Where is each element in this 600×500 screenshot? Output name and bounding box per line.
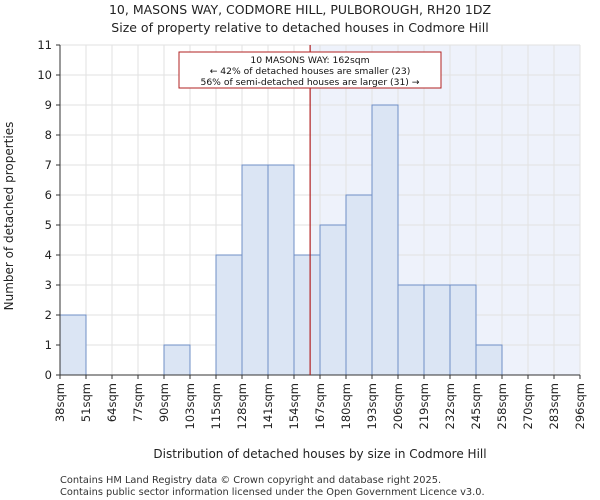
x-tick-label: 219sqm xyxy=(417,383,431,429)
y-tick-label: 2 xyxy=(45,308,52,322)
x-tick-label: 77sqm xyxy=(131,383,145,422)
x-tick-label: 258sqm xyxy=(495,383,509,429)
x-tick-label: 167sqm xyxy=(313,383,327,429)
x-tick-label: 296sqm xyxy=(573,383,587,429)
y-tick-label: 5 xyxy=(45,218,52,232)
y-tick-label: 4 xyxy=(45,248,52,262)
x-tick-label: 270sqm xyxy=(521,383,535,429)
y-tick-label: 8 xyxy=(45,128,52,142)
x-tick-label: 180sqm xyxy=(339,383,353,429)
annotation-title: 10 MASONS WAY: 162sqm xyxy=(250,55,369,66)
x-tick-label: 154sqm xyxy=(287,383,301,429)
x-tick-label: 128sqm xyxy=(235,383,249,429)
x-tick-label: 283sqm xyxy=(547,383,561,429)
y-tick-label: 11 xyxy=(37,38,52,52)
footer-licence: Contains public sector information licen… xyxy=(60,487,485,498)
annotation-larger: 56% of semi-detached houses are larger (… xyxy=(200,77,419,88)
y-tick-label: 7 xyxy=(45,158,52,172)
chart-title: 10, MASONS WAY, CODMORE HILL, PULBOROUGH… xyxy=(109,2,491,17)
histogram-bar xyxy=(423,284,451,376)
chart-subtitle: Size of property relative to detached ho… xyxy=(111,20,488,35)
y-tick-label: 1 xyxy=(45,338,52,352)
y-tick-label: 3 xyxy=(45,278,52,292)
footer-copyright: Contains HM Land Registry data © Crown c… xyxy=(60,475,441,486)
x-tick-label: 206sqm xyxy=(391,383,405,429)
histogram-bar xyxy=(345,194,373,376)
histogram-bar xyxy=(293,254,321,376)
x-tick-label: 51sqm xyxy=(79,383,93,422)
y-tick-label: 6 xyxy=(45,188,52,202)
histogram-bar xyxy=(267,164,295,376)
histogram-bar xyxy=(475,344,503,376)
x-tick-label: 38sqm xyxy=(53,383,67,422)
x-axis-label: Distribution of detached houses by size … xyxy=(153,447,486,461)
histogram-bar xyxy=(163,344,191,376)
y-tick-label: 0 xyxy=(45,368,52,382)
x-tick-label: 64sqm xyxy=(105,383,119,422)
histogram-bar xyxy=(449,284,477,376)
annotation-smaller: ← 42% of detached houses are smaller (23… xyxy=(210,66,411,77)
x-tick-label: 232sqm xyxy=(443,383,457,429)
y-tick-label: 9 xyxy=(45,98,52,112)
plot-area: 0 1 2 3 4 5 6 7 8 9 10 11 38sqm 51sqm 64sqm 77sqm 90sqm 1… xyxy=(37,38,587,429)
histogram-bar xyxy=(319,224,347,376)
histogram-bar xyxy=(371,104,399,376)
x-tick-label: 90sqm xyxy=(157,383,171,422)
annotation-box xyxy=(178,51,442,89)
x-tick-label: 245sqm xyxy=(469,383,483,429)
x-tick-label: 193sqm xyxy=(365,383,379,429)
y-axis-label: Number of detached properties xyxy=(2,122,16,311)
x-tick-label: 141sqm xyxy=(261,383,275,429)
histogram-bar xyxy=(215,254,243,376)
x-tick-label: 115sqm xyxy=(209,383,223,429)
histogram-bar xyxy=(241,164,269,376)
x-tick-label: 103sqm xyxy=(183,383,197,429)
histogram-bar xyxy=(59,314,87,376)
y-tick-label: 10 xyxy=(37,68,52,82)
histogram-bar xyxy=(397,284,425,376)
